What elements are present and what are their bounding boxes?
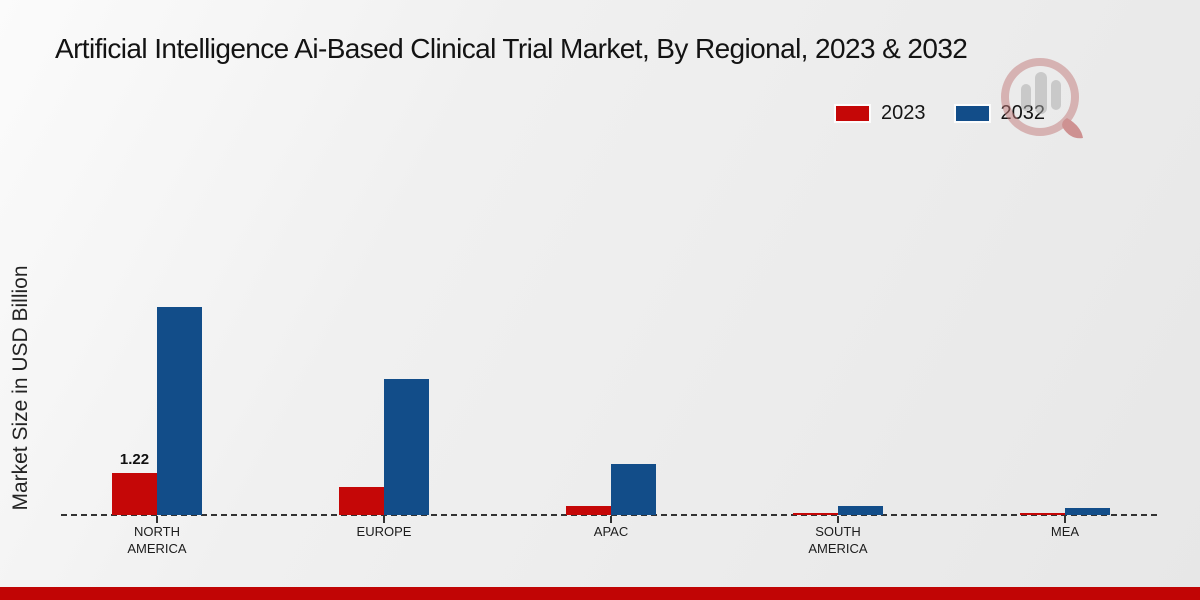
footer-accent-bar xyxy=(0,587,1200,600)
x-axis-tick xyxy=(156,516,158,523)
bar-value-label: 1.22 xyxy=(119,451,150,468)
x-axis-tick xyxy=(610,516,612,523)
category-label-apac: APAC xyxy=(593,524,629,539)
bar-2032-north-america xyxy=(157,307,202,515)
category-label-mea: MEA xyxy=(1050,524,1080,539)
x-axis-baseline xyxy=(61,514,1157,516)
x-axis-tick xyxy=(837,516,839,523)
bar-2032-south-america xyxy=(838,506,883,515)
x-axis-tick xyxy=(383,516,385,523)
bar-2023-apac xyxy=(566,506,611,515)
x-axis-tick xyxy=(1064,516,1066,523)
bar-2032-apac xyxy=(611,464,656,515)
mrfr-logo-watermark xyxy=(993,52,1093,152)
magnifier-logo-icon xyxy=(1001,58,1083,139)
legend-swatch-2023 xyxy=(836,106,869,121)
bar-2023-europe xyxy=(339,487,384,515)
category-label-europe: EUROPE xyxy=(356,524,412,539)
legend-label: 2023 xyxy=(881,102,926,124)
legend-item-2023: 2023 xyxy=(836,102,926,125)
legend-swatch-2032 xyxy=(955,106,989,121)
bar-2032-europe xyxy=(384,379,429,515)
bar-2023-mea xyxy=(1020,513,1065,515)
category-label-south-america: SOUTH AMERICA xyxy=(808,524,868,556)
bar-2023-south-america xyxy=(793,513,838,515)
category-label-north-america: NORTH AMERICA xyxy=(127,524,187,556)
chart-title: Artificial Intelligence Ai-Based Clinica… xyxy=(55,33,968,64)
bar-2032-mea xyxy=(1065,508,1110,515)
bar-2023-north-america xyxy=(112,473,157,515)
